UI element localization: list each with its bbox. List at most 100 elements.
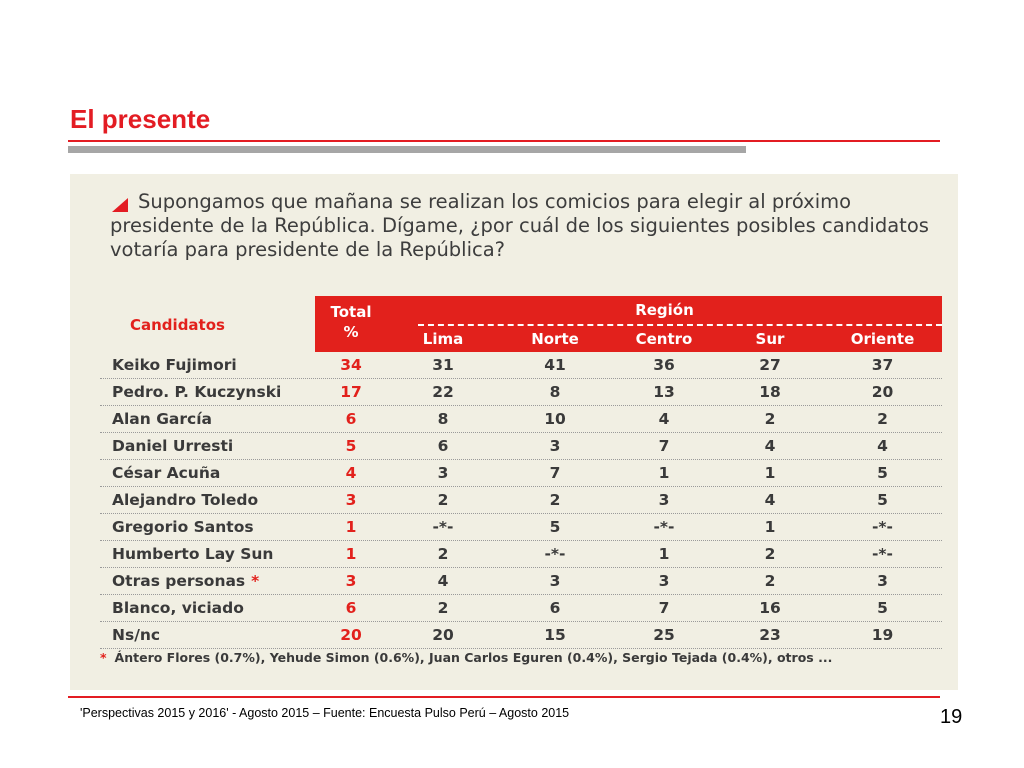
region-cell-centro: 25 <box>653 626 675 644</box>
region-cell-sur: 2 <box>764 545 776 563</box>
bottom-rule <box>68 696 940 698</box>
question-marker-icon <box>112 198 128 212</box>
results-table: Candidatos Total % Región Lima Norte Cen… <box>100 296 942 649</box>
header-region-lima: Lima <box>422 330 464 348</box>
candidate-name-text: Humberto Lay Sun <box>112 545 274 563</box>
region-cell-norte: 8 <box>549 383 561 401</box>
total-cell: 5 <box>345 437 357 455</box>
table-row: Blanco, viciado 6 2 6 7 16 5 <box>100 595 942 622</box>
region-cell-norte: 10 <box>544 410 566 428</box>
candidate-name: Ns/nc <box>112 626 166 644</box>
candidate-name: Gregorio Santos <box>112 518 260 536</box>
table-row: Gregorio Santos 1 -*- 5 -*- 1 -*- <box>100 514 942 541</box>
region-cell-centro: 1 <box>658 464 670 482</box>
title-rule-red <box>68 140 940 142</box>
header-region-divider <box>418 324 942 326</box>
region-cell-centro: 13 <box>653 383 675 401</box>
table-row: Ns/nc 20 20 15 25 23 19 <box>100 622 942 649</box>
survey-panel: Supongamos que mañana se realizan los co… <box>70 174 958 690</box>
footnote: * Ántero Flores (0.7%), Yehude Simon (0.6… <box>100 650 832 665</box>
region-cell-centro: 3 <box>658 491 670 509</box>
total-cell: 1 <box>345 518 357 536</box>
region-cell-norte: -*- <box>544 545 566 563</box>
region-cell-oriente: -*- <box>872 545 893 563</box>
region-cell-oriente: 20 <box>871 383 894 401</box>
region-cell-norte: 3 <box>549 437 561 455</box>
header-total: Total % <box>315 302 387 342</box>
region-cell-oriente: 3 <box>877 572 888 590</box>
region-cell-sur: 1 <box>764 518 776 536</box>
candidate-name-text: Ns/nc <box>112 626 161 644</box>
region-cell-sur: 4 <box>764 437 776 455</box>
region-cell-lima: 2 <box>437 599 449 617</box>
region-cell-norte: 2 <box>549 491 561 509</box>
region-cell-sur: 18 <box>759 383 781 401</box>
region-cell-oriente: 19 <box>871 626 894 644</box>
region-cell-sur: 16 <box>759 599 781 617</box>
total-cell: 34 <box>340 356 362 374</box>
region-cell-norte: 3 <box>549 572 561 590</box>
source-note: 'Perspectivas 2015 y 2016' - Agosto 2015… <box>80 706 570 720</box>
region-cell-norte: 6 <box>549 599 561 617</box>
candidate-name-text: César Acuña <box>112 464 221 482</box>
total-cell: 3 <box>345 491 357 509</box>
candidate-name: Blanco, viciado <box>112 599 250 617</box>
region-cell-oriente: 4 <box>877 437 888 455</box>
region-cell-lima: 4 <box>437 572 449 590</box>
total-cell: 6 <box>345 410 357 428</box>
region-cell-sur: 23 <box>759 626 781 644</box>
region-cell-lima: 22 <box>432 383 454 401</box>
region-cell-sur: 2 <box>764 572 776 590</box>
region-cell-centro: 36 <box>653 356 675 374</box>
header-region-oriente: Oriente <box>850 330 915 348</box>
table-row: Alan García 6 8 10 4 2 2 <box>100 406 942 433</box>
region-cell-lima: 3 <box>437 464 449 482</box>
total-cell: 6 <box>345 599 357 617</box>
region-cell-oriente: -*- <box>872 518 893 536</box>
region-cell-norte: 7 <box>549 464 561 482</box>
table-row: César Acuña 4 3 7 1 1 5 <box>100 460 942 487</box>
candidate-name: Pedro. P. Kuczynski <box>112 383 287 401</box>
region-cell-norte: 15 <box>544 626 566 644</box>
footnote-marker: * <box>100 650 107 665</box>
candidate-name-text: Keiko Fujimori <box>112 356 237 374</box>
table-row: Keiko Fujimori 34 31 41 36 27 37 <box>100 352 942 379</box>
header-region-centro: Centro <box>635 330 693 348</box>
table-body: Keiko Fujimori 34 31 41 36 27 37 Pedro. P. Kucz… <box>100 352 942 649</box>
candidate-name-text: Alan García <box>112 410 212 428</box>
candidate-name-text: Alejandro Toledo <box>112 491 259 509</box>
total-cell: 4 <box>345 464 357 482</box>
region-cell-lima: 2 <box>437 491 449 509</box>
footnote-text: Ántero Flores (0.7%), Yehude Simon (0.6%… <box>114 650 833 665</box>
table-row: Daniel Urresti 5 6 3 7 4 4 <box>100 433 942 460</box>
header-region-norte: Norte <box>531 330 579 348</box>
region-cell-centro: 4 <box>658 410 670 428</box>
region-cell-centro: -*- <box>653 518 675 536</box>
region-cell-oriente: 5 <box>877 491 888 509</box>
survey-question: Supongamos que mañana se realizan los co… <box>110 190 929 261</box>
total-cell: 20 <box>340 626 362 644</box>
region-cell-lima: 6 <box>437 437 449 455</box>
candidate-name: Humberto Lay Sun <box>112 545 279 563</box>
candidate-name: Keiko Fujimori <box>112 356 243 374</box>
candidate-name-text: Blanco, viciado <box>112 599 244 617</box>
candidate-name-text: Daniel Urresti <box>112 437 234 455</box>
total-cell: 3 <box>345 572 357 590</box>
candidate-name-text: Pedro. P. Kuczynski <box>112 383 282 401</box>
region-cell-sur: 1 <box>764 464 776 482</box>
region-cell-lima: 8 <box>437 410 449 428</box>
header-candidates: Candidatos <box>130 316 225 334</box>
table-row: Humberto Lay Sun 1 2 -*- 1 2 -*- <box>100 541 942 568</box>
candidate-name: Alejandro Toledo <box>112 491 264 509</box>
header-total-label: Total <box>330 303 372 321</box>
region-cell-lima: 20 <box>432 626 454 644</box>
region-cell-norte: 5 <box>549 518 561 536</box>
title-rule-gray <box>68 146 746 153</box>
region-cell-centro: 1 <box>658 545 670 563</box>
table-row: Otras personas * 3 4 3 3 2 3 <box>100 568 942 595</box>
header-region-sur: Sur <box>755 330 785 348</box>
region-cell-centro: 7 <box>658 437 670 455</box>
table-row: Pedro. P. Kuczynski 17 22 8 13 18 20 <box>100 379 942 406</box>
region-cell-lima: -*- <box>432 518 454 536</box>
region-cell-sur: 27 <box>759 356 781 374</box>
